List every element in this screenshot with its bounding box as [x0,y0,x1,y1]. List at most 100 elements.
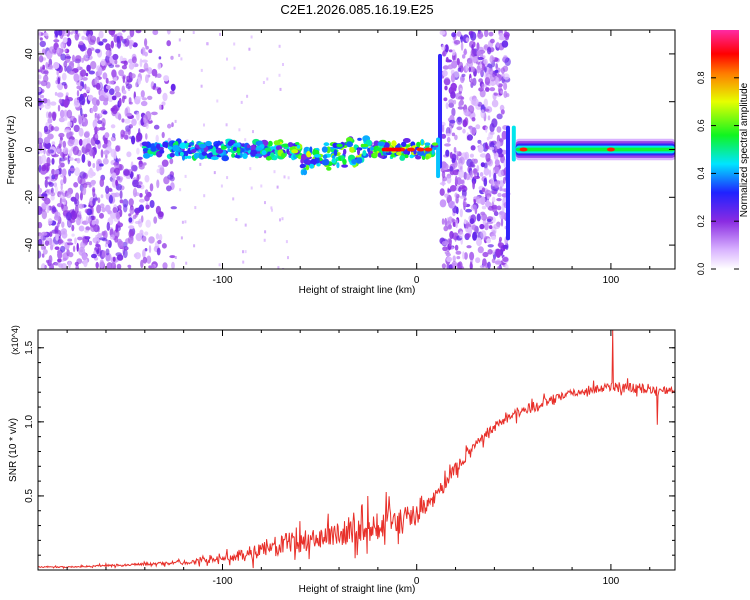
y-tick-label: -20 [24,190,35,205]
noise-blob [102,72,108,80]
speckle [219,32,221,36]
snr-ylabel: SNR (10 * v/v) [8,418,19,482]
noise-blob [151,68,158,77]
noise-blob [115,64,120,68]
noise-blob [48,255,53,264]
x-tick-label: 0 [414,576,420,587]
noise-blob [105,204,111,213]
noise-blob [71,233,75,237]
noise-blob [82,92,88,98]
noise-blob [76,85,83,90]
x-tick-label: -100 [212,275,232,286]
noise-blob [97,120,103,125]
noise-blob [454,175,458,185]
noise-blob [99,126,106,131]
noise-blob [445,102,449,110]
noise-blob [106,262,113,269]
noise-blob [90,60,97,70]
noise-blob [501,130,508,140]
noise-blob [96,163,100,172]
noise-blob [161,131,165,139]
signal-blob [185,142,189,150]
noise-blob [107,94,114,103]
noise-blob [441,170,446,179]
noise-blob [74,32,80,41]
spectrogram-ticks: -100 0 100 -40 -20 0 20 40 [24,30,675,286]
signal-peak [381,147,402,152]
signal-blob [297,155,303,160]
noise-blob [488,31,494,37]
noise-blob [496,41,500,48]
noise-blob [494,69,499,73]
noise-blob [102,110,108,115]
signal-blob [323,142,330,147]
noise-blob [115,145,120,152]
snr-xlabel: Height of straight line (km) [299,584,416,595]
noise-blob [124,118,131,124]
noise-blob [480,67,483,76]
noise-blob [40,80,48,87]
noise-blob [110,30,115,37]
noise-blob [73,117,77,124]
noise-blob [105,85,111,90]
signal-blob [199,143,207,149]
noise-blob [503,73,510,80]
noise-blob [458,169,465,178]
noise-blob [95,218,99,225]
signal-blob [377,152,382,158]
signal-blob [375,147,383,151]
noise-blob [169,158,174,165]
noise-blob [116,254,124,261]
noise-blob [93,127,101,132]
noise-blob [121,95,125,104]
noise-blob [62,140,67,148]
noise-blob [101,238,108,242]
signal-blob [206,153,211,158]
noise-blob [121,30,126,33]
noise-blob [88,70,96,75]
noise-blob [87,47,92,57]
speckle [235,218,238,222]
noise-blob [448,49,453,53]
noise-blob [38,221,43,229]
noise-blob [57,77,61,85]
noise-blob [464,117,469,127]
noise-blob [463,109,470,116]
speckle [242,250,244,254]
signal-blob [295,142,300,145]
noise-blob [163,75,170,82]
noise-blob [38,137,44,145]
signal-blob [313,154,322,158]
signal-blob [399,155,406,161]
signal-blob [377,141,386,147]
noise-blob [130,171,133,180]
noise-blob [127,129,131,136]
noise-blob [481,83,485,88]
noise-blob [114,235,119,243]
noise-blob [138,198,145,203]
noise-blob [80,107,83,117]
noise-blob [72,208,75,218]
noise-blob [90,136,97,146]
noise-blob [452,169,460,176]
noise-blob [157,62,162,70]
noise-blob [442,65,450,70]
noise-blob [481,205,487,210]
snr-plot-area [38,330,675,570]
signal-blob [349,146,354,153]
noise-blob [484,189,492,197]
signal-blob [231,153,236,158]
noise-blob [112,207,118,213]
spectrogram-xlabel: Height of straight line (km) [299,285,416,296]
noise-blob [99,203,105,209]
speckle [246,94,249,98]
noise-blob [439,199,447,208]
speckle [185,261,188,265]
noise-blob [485,145,490,150]
noise-blob [469,261,473,269]
noise-blob [130,235,134,241]
signal-blob [431,148,435,155]
signal-blob [424,142,431,146]
noise-blob [63,175,67,184]
signal-blob [190,149,197,153]
